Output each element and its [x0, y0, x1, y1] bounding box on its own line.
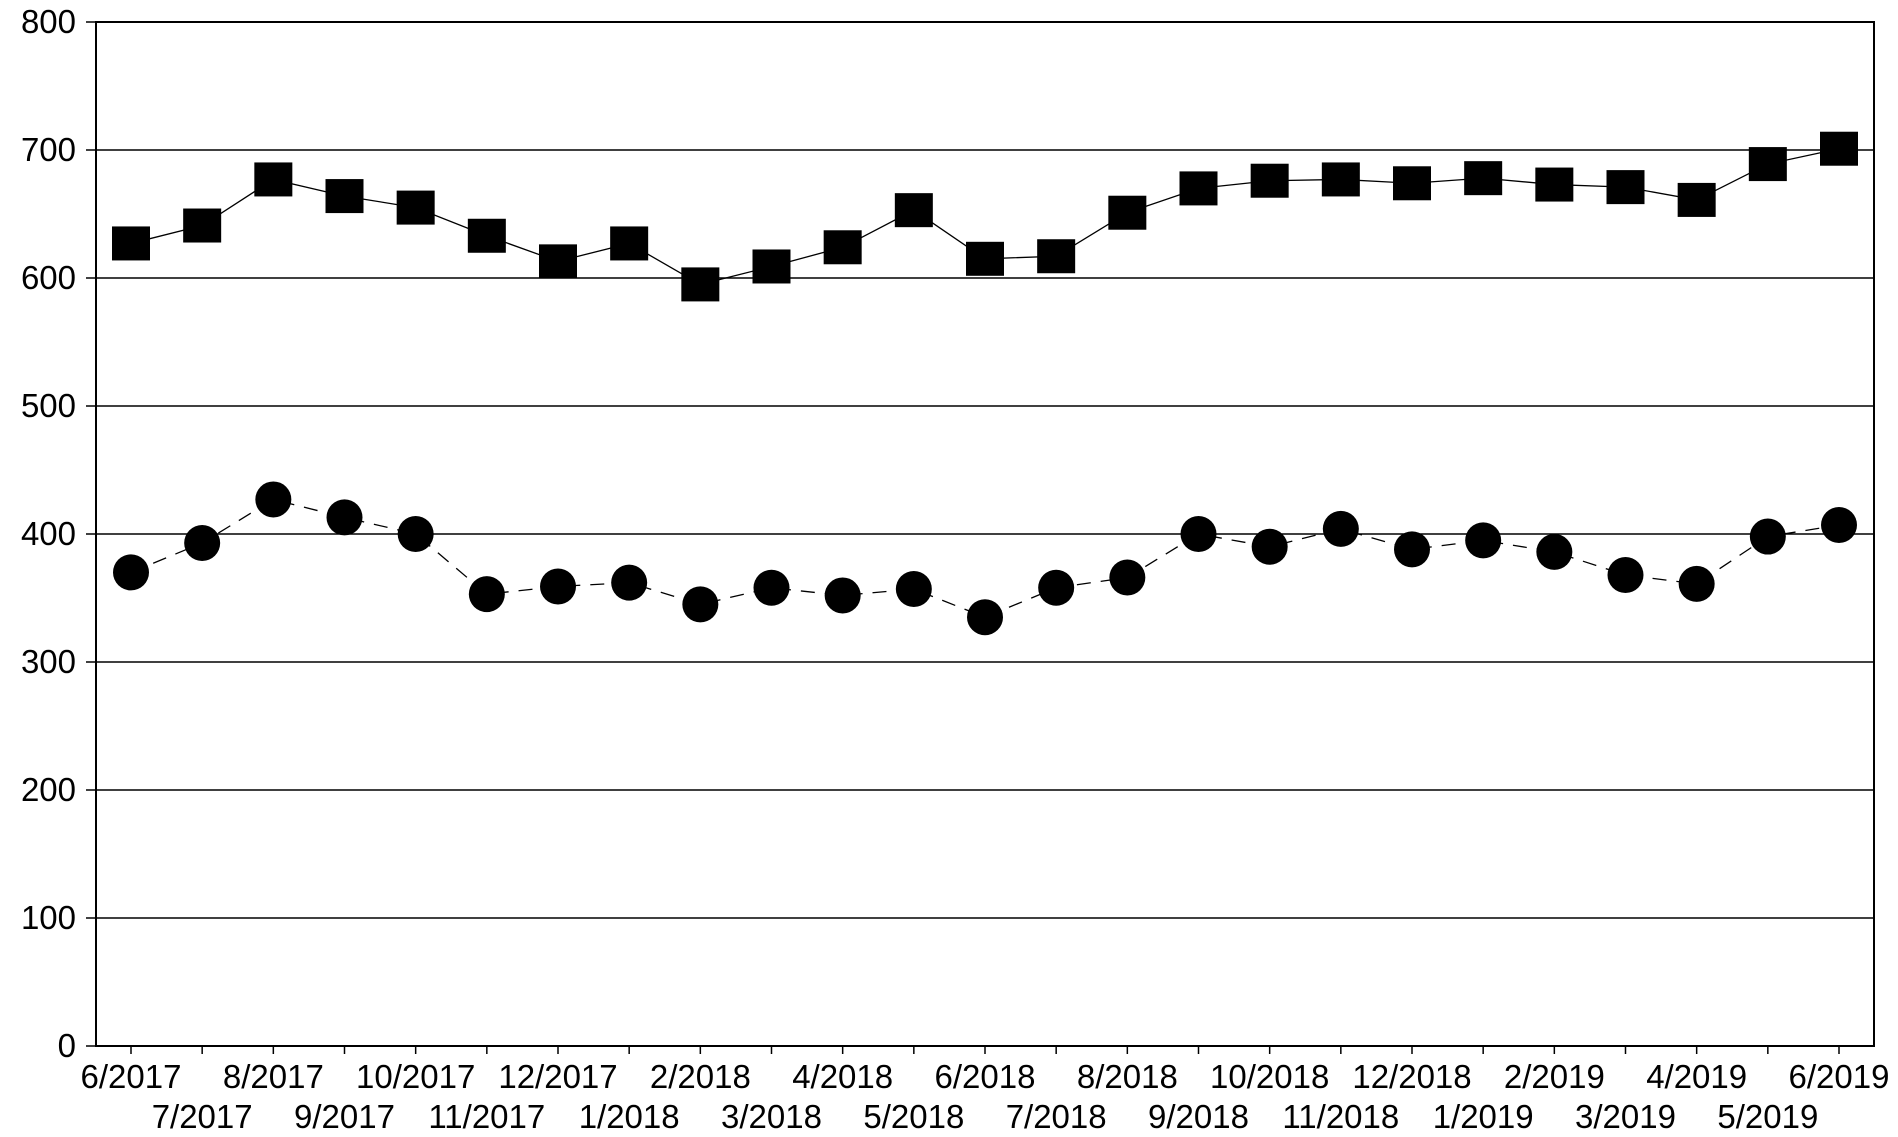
data-point-circle — [682, 586, 719, 623]
y-tick-labels: 0 100 200 300 400 500 600 700 800 — [21, 3, 76, 1064]
data-point-square — [1179, 171, 1218, 206]
data-point-square — [1393, 166, 1431, 201]
data-point-circle — [1109, 559, 1146, 596]
y-tick-label: 0 — [58, 1027, 76, 1064]
data-point-circle — [1749, 518, 1786, 555]
data-point-square — [467, 218, 506, 253]
data-point-square — [254, 162, 293, 197]
data-point-circle — [468, 576, 505, 613]
data-point-circle — [1821, 507, 1857, 544]
x-tick-label: 7/2017 — [152, 1098, 253, 1132]
x-tick-label: 8/2017 — [223, 1058, 324, 1095]
data-point-circle — [326, 499, 363, 536]
x-tick-label: 9/2017 — [294, 1098, 395, 1132]
data-point-circle — [184, 524, 221, 561]
x-tick-label: 8/2018 — [1077, 1058, 1178, 1095]
data-point-circle — [753, 569, 790, 606]
x-tick-label: 3/2019 — [1575, 1098, 1676, 1132]
x-tick-label: 3/2018 — [721, 1098, 822, 1132]
data-point-circle — [611, 564, 648, 601]
y-tick-label: 600 — [21, 259, 76, 296]
series — [112, 131, 1858, 636]
y-tick-label: 800 — [21, 3, 76, 40]
series-0 — [112, 131, 1858, 302]
data-point-square — [1464, 161, 1503, 196]
data-point-circle — [397, 516, 434, 552]
data-point-circle — [1180, 516, 1217, 552]
x-tick-label: 12/2017 — [498, 1058, 617, 1095]
x-tick-label: 6/2019 — [1789, 1058, 1890, 1095]
data-point-square — [396, 190, 435, 225]
axes — [86, 21, 1875, 1054]
x-tick-label: 11/2017 — [428, 1098, 545, 1132]
data-point-square — [752, 249, 791, 284]
data-point-square — [183, 208, 222, 243]
data-point-circle — [113, 554, 149, 591]
data-point-circle — [1322, 510, 1359, 547]
data-point-square — [966, 241, 1004, 276]
data-point-square — [1677, 182, 1716, 217]
data-point-square — [112, 226, 150, 261]
x-tick-label: 9/2018 — [1148, 1098, 1249, 1132]
data-point-square — [681, 267, 720, 302]
data-point-circle — [824, 577, 861, 614]
data-point-circle — [1607, 556, 1644, 593]
y-tick-label: 700 — [21, 131, 76, 168]
gridlines — [96, 149, 1874, 919]
y-tick-label: 100 — [21, 899, 76, 936]
data-point-circle — [1465, 522, 1502, 559]
data-point-circle — [967, 599, 1003, 636]
x-tick-label: 12/2018 — [1352, 1058, 1471, 1095]
data-point-circle — [1251, 528, 1288, 565]
data-point-square — [1321, 162, 1360, 197]
x-tick-label: 10/2017 — [356, 1058, 475, 1095]
data-point-circle — [1038, 569, 1075, 606]
x-tick-label: 5/2018 — [863, 1098, 964, 1132]
x-tick-label: 11/2018 — [1282, 1098, 1399, 1132]
data-point-circle — [540, 568, 576, 605]
y-tick-label: 300 — [21, 643, 76, 680]
x-tick-label: 2/2019 — [1504, 1058, 1605, 1095]
data-point-square — [1535, 167, 1574, 202]
data-point-square — [1820, 131, 1858, 166]
x-tick-label: 5/2019 — [1717, 1098, 1818, 1132]
data-point-circle — [895, 571, 932, 608]
x-tick-label: 6/2017 — [81, 1058, 182, 1095]
data-point-circle — [1678, 565, 1715, 602]
x-tick-label: 1/2018 — [579, 1098, 680, 1132]
data-point-square — [610, 226, 649, 261]
y-tick-label: 200 — [21, 771, 76, 808]
y-tick-label: 500 — [21, 387, 76, 424]
x-tick-label: 6/2018 — [935, 1058, 1036, 1095]
data-point-square — [325, 179, 364, 214]
data-point-circle — [1394, 531, 1430, 568]
x-tick-label: 1/2019 — [1433, 1098, 1534, 1132]
data-point-square — [823, 230, 862, 265]
data-point-circle — [1536, 533, 1573, 570]
data-point-square — [1606, 170, 1645, 205]
data-point-circle — [255, 481, 292, 518]
data-point-square — [894, 193, 933, 228]
y-tick-label: 400 — [21, 515, 76, 552]
data-point-square — [1108, 195, 1147, 230]
data-point-square — [1748, 147, 1787, 182]
x-tick-label: 10/2018 — [1210, 1058, 1329, 1095]
x-tick-label: 7/2018 — [1006, 1098, 1107, 1132]
x-tick-label: 4/2019 — [1646, 1058, 1747, 1095]
x-tick-label: 4/2018 — [792, 1058, 893, 1095]
x-tick-labels: 6/20177/20178/20179/201710/201711/201712… — [81, 1058, 1890, 1135]
series-1 — [113, 481, 1857, 636]
x-tick-label: 2/2018 — [650, 1058, 751, 1095]
data-point-square — [539, 244, 577, 279]
data-point-square — [1250, 163, 1289, 198]
data-point-square — [1037, 239, 1076, 274]
